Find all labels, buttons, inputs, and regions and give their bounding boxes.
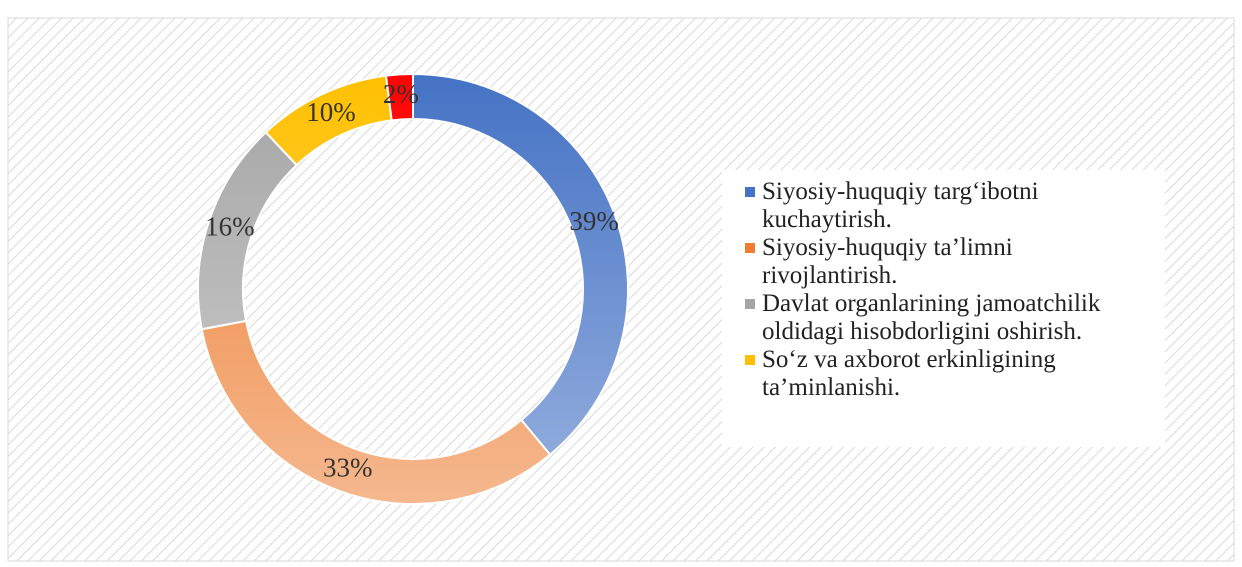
- legend-label: Davlat organlarining jamoatchilik oldida…: [762, 290, 1101, 345]
- donut-segment: [384, 72, 414, 122]
- data-label: 10%: [306, 97, 356, 127]
- legend-item: So‘z va axborot erkinligining ta’minlani…: [745, 346, 1152, 402]
- legend-label: So‘z va axborot erkinligining ta’minlani…: [762, 346, 1056, 401]
- legend-item: Siyosiy-huquqiy targ‘ibotni kuchaytirish…: [745, 178, 1152, 234]
- legend-label: Siyosiy-huquqiy ta’limni rivojlantirish.: [762, 234, 1013, 289]
- data-label: 33%: [323, 452, 373, 482]
- data-label: 39%: [569, 206, 619, 236]
- legend-swatch: [745, 299, 755, 309]
- legend-swatch: [745, 355, 755, 365]
- legend-swatch: [745, 243, 755, 253]
- data-label: 16%: [205, 212, 255, 242]
- legend-item: Davlat organlarining jamoatchilik oldida…: [745, 290, 1152, 346]
- legend-swatch: [745, 187, 755, 197]
- legend-item: Siyosiy-huquqiy ta’limni rivojlantirish.: [745, 234, 1152, 290]
- data-label: 2%: [383, 79, 419, 109]
- legend-label: Siyosiy-huquqiy targ‘ibotni kuchaytirish…: [762, 178, 1039, 233]
- legend: Siyosiy-huquqiy targ‘ibotni kuchaytirish…: [722, 170, 1165, 447]
- donut-segment: [412, 72, 629, 457]
